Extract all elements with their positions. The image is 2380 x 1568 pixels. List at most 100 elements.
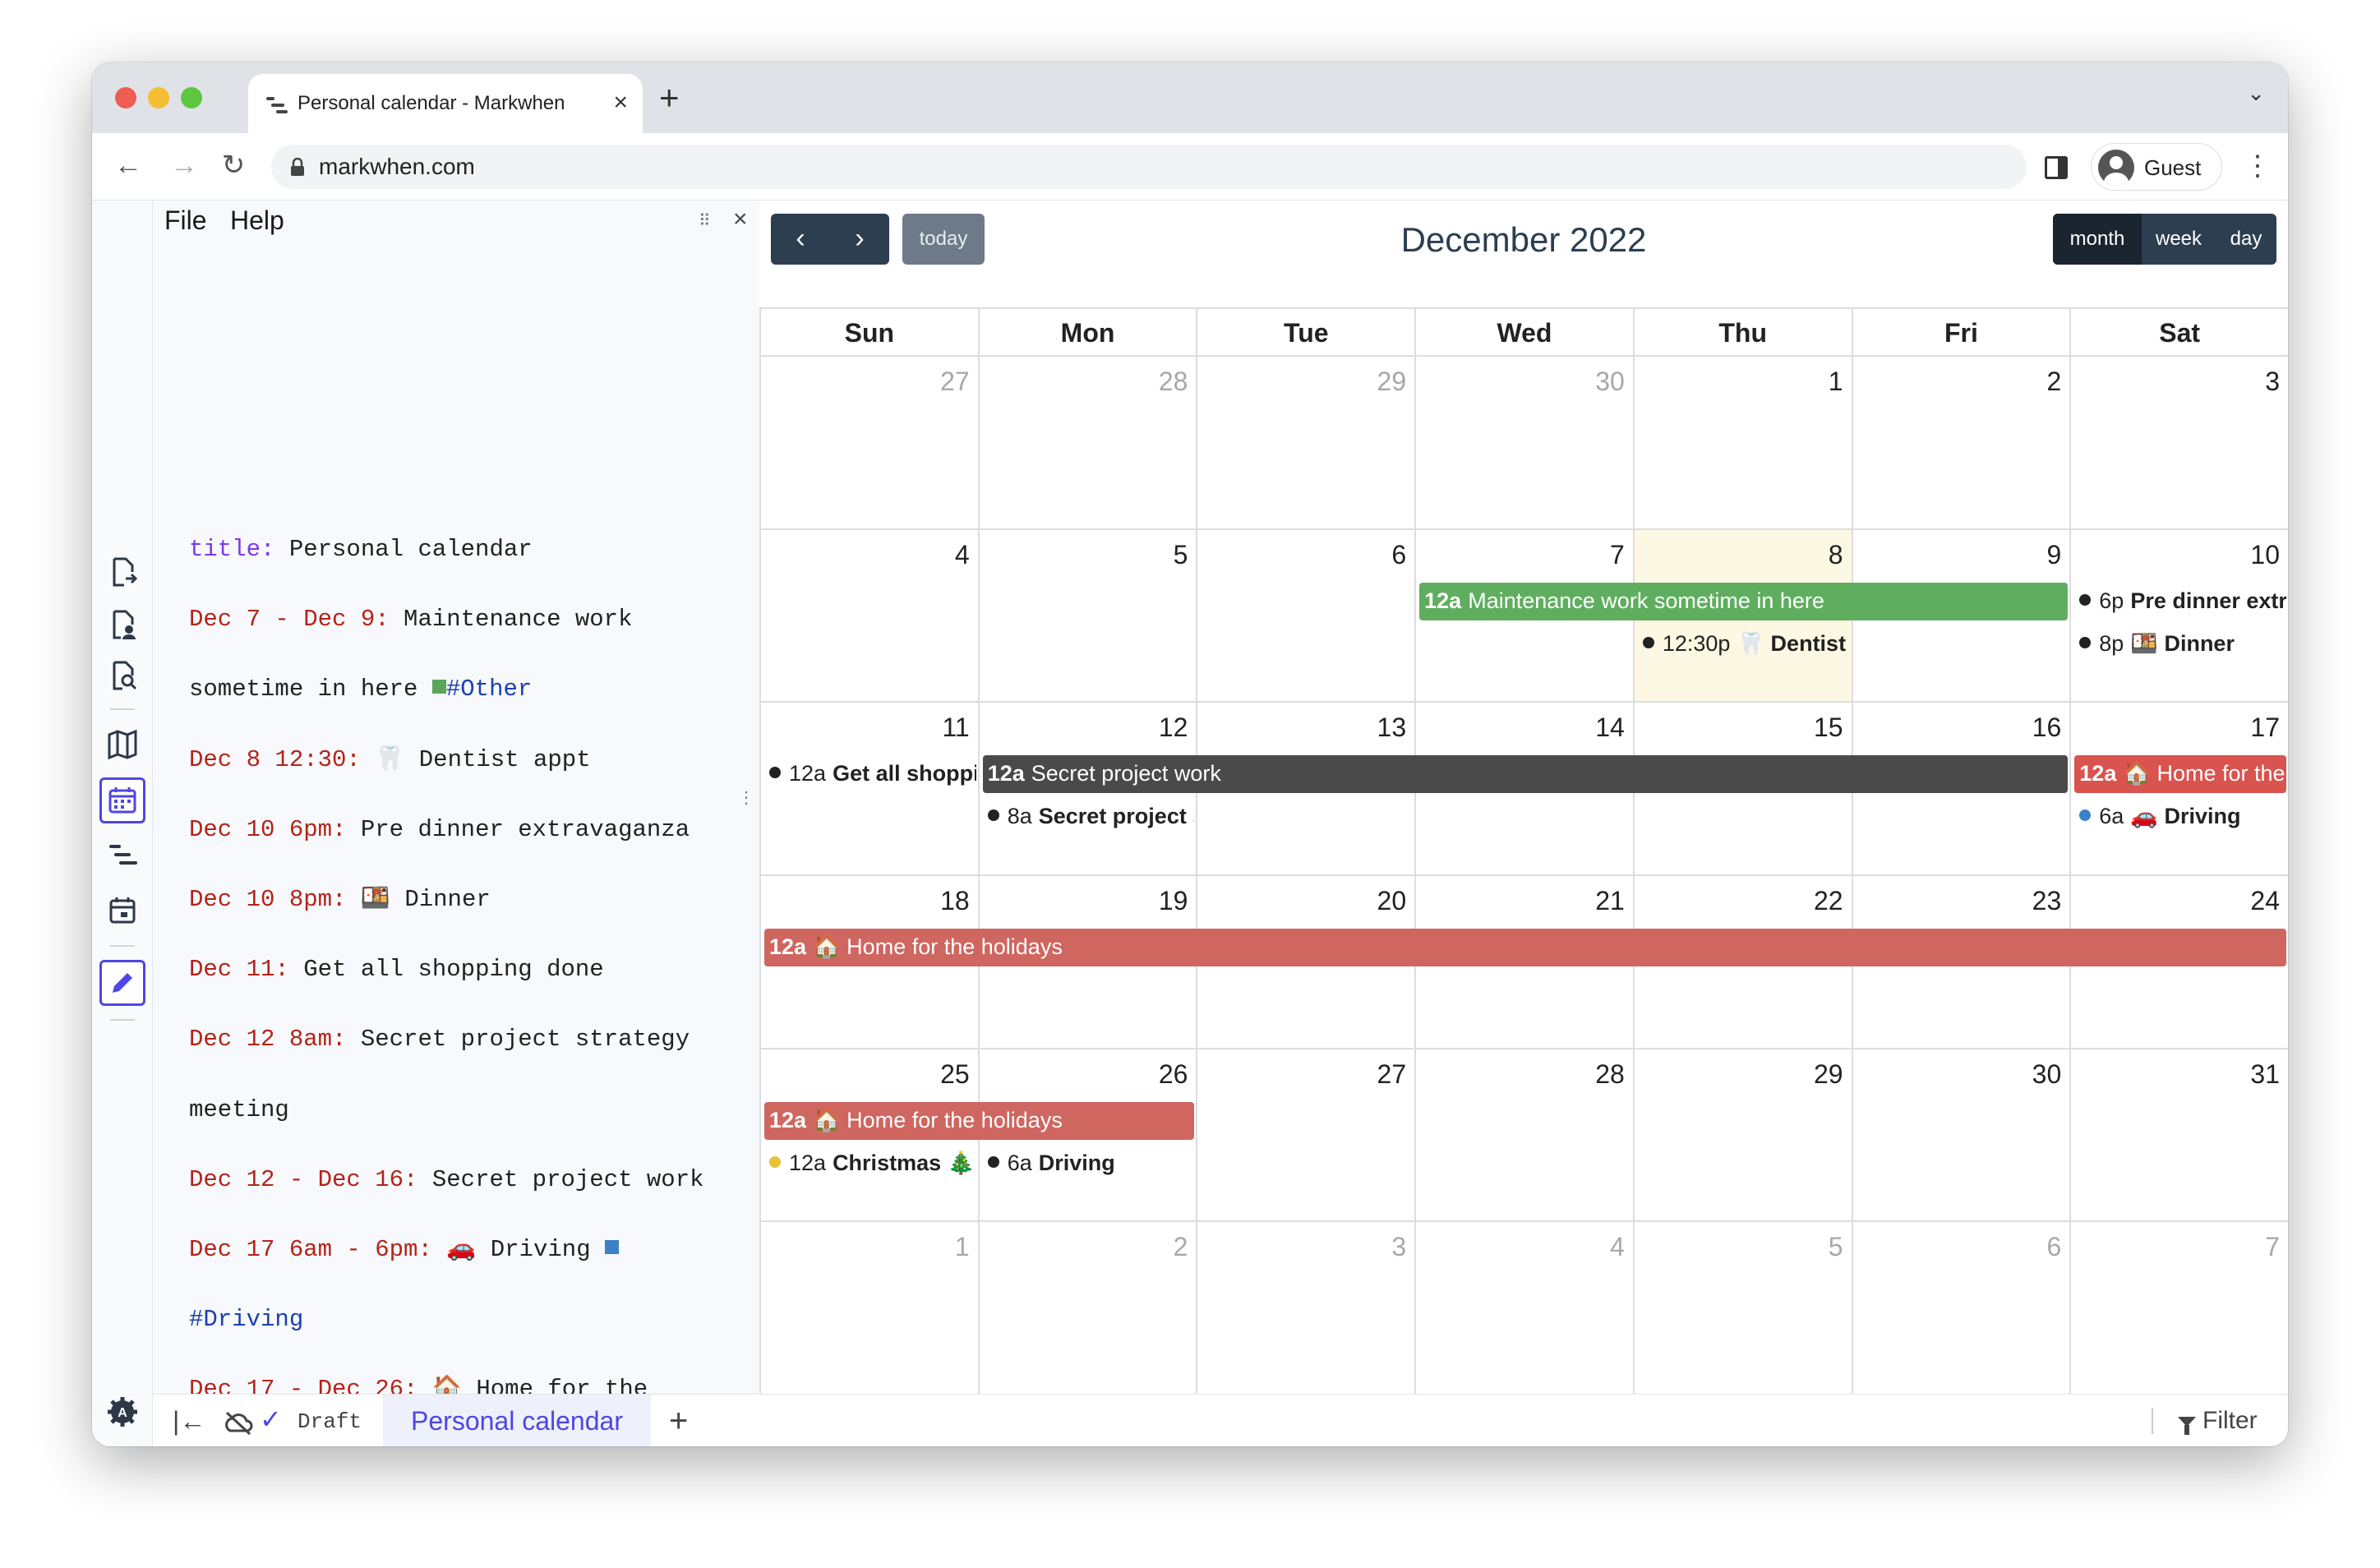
code-line[interactable]: Dec 7 - Dec 9: Maintenance work [189,602,748,638]
timeline-view-icon[interactable] [104,837,141,873]
add-file-button[interactable]: + [669,1403,689,1439]
filter-button[interactable]: Filter [2178,1406,2258,1436]
day-cell[interactable]: 9 [1852,529,2072,703]
day-cell[interactable]: 24 [2071,876,2288,1049]
calendar-icon[interactable] [104,892,141,929]
day-cell[interactable]: 3 [2071,357,2288,530]
day-cell[interactable]: 5 [979,529,1198,703]
day-cell[interactable]: 26 [979,1049,1198,1223]
day-cell[interactable]: 28 [979,357,1198,530]
day-number[interactable]: 2 [1173,1232,1188,1262]
day-number[interactable]: 24 [2250,886,2280,915]
day-number[interactable]: 23 [2032,886,2062,915]
code-line[interactable]: Dec 12 8am: Secret project strategy [189,1022,748,1058]
calendar-event-bar[interactable]: 12a🏠 Home for the holidays [2074,755,2286,794]
day-number[interactable]: 12 [1158,713,1188,743]
day-cell[interactable]: 29 [1197,357,1417,530]
file-user-icon[interactable] [104,606,141,643]
day-cell[interactable]: 28 [1416,1049,1635,1223]
tab-close-icon[interactable]: × [613,89,628,116]
day-number[interactable]: 5 [1828,1232,1843,1262]
day-number[interactable]: 20 [1377,886,1407,915]
code-line[interactable]: Dec 17 6am - 6pm: 🚗 Driving [189,1233,748,1268]
day-number[interactable]: 2 [2046,367,2062,396]
file-search-icon[interactable] [104,657,141,694]
day-cell[interactable]: 5 [1634,1222,1853,1395]
address-bar[interactable]: markwhen.com [271,145,2027,189]
calendar-event[interactable]: 6a 🚗 Driving [2079,800,2286,832]
reload-icon[interactable]: ↻ [221,150,246,181]
day-cell[interactable]: 27 [761,357,980,530]
day-number[interactable]: 5 [1173,539,1188,570]
calendar-event-bar[interactable]: 12a Secret project work [982,755,2069,794]
day-number[interactable]: 3 [1391,1232,1407,1262]
day-number[interactable]: 28 [1158,367,1188,396]
day-number[interactable]: 16 [2032,713,2062,743]
day-cell[interactable]: 17 [2071,703,2288,876]
back-arrow-icon[interactable]: ← [114,150,142,181]
day-number[interactable]: 22 [1813,886,1843,915]
day-cell[interactable]: 7 [2071,1222,2288,1395]
day-cell[interactable]: 6 [1852,1222,2072,1395]
day-cell[interactable]: 30 [1852,1049,2072,1223]
day-number[interactable]: 4 [1610,1232,1625,1262]
day-cell[interactable]: 1 [761,1222,980,1395]
month-view-button[interactable]: month [2053,214,2142,265]
day-number[interactable]: 31 [2250,1058,2280,1089]
day-number[interactable]: 21 [1595,886,1625,915]
day-cell[interactable]: 6 [1197,529,1417,703]
browser-menu-icon[interactable]: ⋮ [2244,150,2272,182]
edit-pencil-icon[interactable] [99,960,145,1006]
day-number[interactable]: 4 [954,539,970,570]
day-number[interactable]: 7 [1610,539,1625,570]
panel-resize-handle[interactable]: ⋮ [738,789,754,807]
file-export-icon[interactable] [104,554,141,590]
day-cell[interactable]: 31 [2071,1049,2288,1223]
new-tab-button[interactable]: + [659,78,680,117]
calendar-event-bar[interactable]: 12a Maintenance work sometime in here [1419,582,2069,620]
day-number[interactable]: 28 [1595,1058,1625,1089]
tab-search-chevron-icon[interactable]: ⌄ [2247,81,2265,105]
day-number[interactable]: 9 [2046,539,2062,570]
day-cell[interactable]: 4 [1416,1222,1635,1395]
day-number[interactable]: 13 [1377,713,1407,743]
day-number[interactable]: 27 [1377,1058,1407,1089]
code-line[interactable]: Dec 10 6pm: Pre dinner extravaganza [189,813,748,848]
day-number[interactable]: 6 [2046,1232,2062,1262]
day-view-button[interactable]: day [2230,228,2262,250]
forward-arrow-icon[interactable]: → [170,150,198,181]
day-cell[interactable]: 3 [1197,1222,1417,1395]
day-cell[interactable]: 16 [1852,703,2072,876]
day-number[interactable]: 7 [2265,1232,2280,1262]
day-cell[interactable]: 10 [2071,529,2288,703]
day-number[interactable]: 29 [1813,1058,1843,1089]
day-cell[interactable]: 4 [761,529,980,703]
day-number[interactable]: 1 [954,1232,970,1262]
day-number[interactable]: 18 [940,886,970,915]
day-number[interactable]: 29 [1377,367,1407,396]
close-window-button[interactable] [115,87,136,108]
day-cell[interactable]: 1 [1634,357,1853,530]
maximize-window-button[interactable] [181,87,202,108]
week-view-button[interactable]: week [2155,228,2202,250]
code-line[interactable]: meeting [189,1093,748,1128]
day-number[interactable]: 10 [2250,539,2280,570]
calendar-event[interactable]: 8p 🍱 Dinner [2079,627,2286,660]
day-number[interactable]: 15 [1813,713,1843,743]
day-number[interactable]: 19 [1158,886,1188,915]
today-button[interactable]: today [902,214,985,265]
day-number[interactable]: 3 [2265,367,2280,396]
day-cell[interactable]: 30 [1416,357,1635,530]
day-cell[interactable]: 2 [1852,357,2072,530]
close-editor-icon[interactable]: × [733,205,748,233]
day-number[interactable]: 8 [1828,539,1843,570]
drag-handle-icon[interactable]: ⠿ [699,212,711,230]
calendar-event-bar[interactable]: 12a🏠 Home for the holidays [764,1101,1195,1140]
calendar-event[interactable]: 12:30p 🦷 Dentist [1642,627,1850,660]
day-cell[interactable]: 2 [979,1222,1198,1395]
code-editor[interactable]: title: Personal calendar Dec 7 - Dec 9: M… [189,533,748,1446]
code-line[interactable]: #Driving [189,1303,748,1338]
